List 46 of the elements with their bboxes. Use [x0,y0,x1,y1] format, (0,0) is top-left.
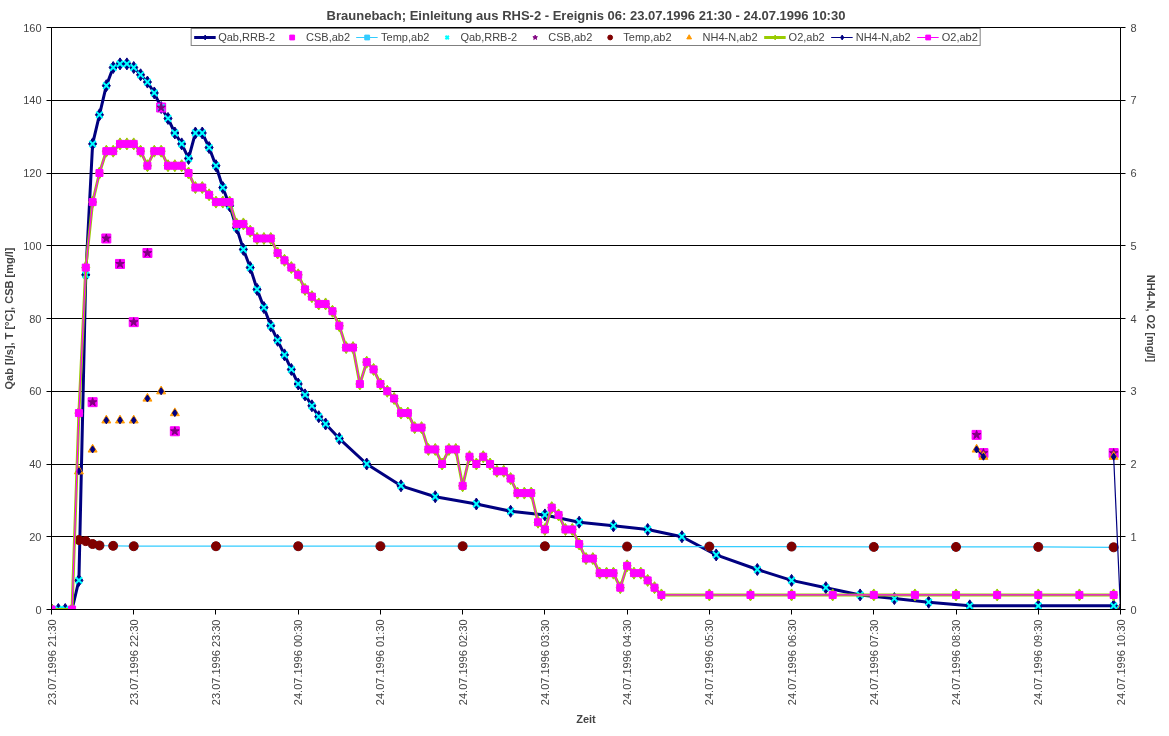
legend-label: CSB,ab2 [548,31,593,43]
x-tick-label: 24.07.1996 00:30 [292,619,305,706]
y2-tick-label: 4 [1130,312,1137,325]
y-tick-label: 40 [29,458,42,470]
legend-label: O2,ab2 [788,31,825,43]
x-tick-label: 24.07.1996 05:30 [703,619,716,706]
legend-label: NH4-N,ab2 [855,31,911,43]
y2-tick-label: 2 [1130,458,1137,470]
x-tick-label: 24.07.1996 03:30 [538,619,551,706]
legend-label: Qab,RRB-2 [218,31,276,43]
y2-tick-label: 7 [1130,94,1137,107]
x-tick-label: 24.07.1996 04:30 [621,619,634,706]
legend-label: Temp,ab2 [623,31,672,43]
y-tick-label: 80 [29,312,42,325]
x-tick-label: 23.07.1996 22:30 [127,619,140,706]
legend-label: NH4-N,ab2 [702,31,758,43]
y-tick-label: 140 [23,94,42,107]
y2-axis-title: NH4-N, O2 [mg/l] [1144,274,1157,363]
y2-tick-label: 5 [1130,239,1137,252]
x-tick-label: 24.07.1996 07:30 [867,619,880,706]
y-axis-title: Qab [l/s], T [°C], CSB [mg/l] [3,247,16,390]
x-tick-label: 24.07.1996 09:30 [1032,619,1045,706]
x-tick-label: 24.07.1996 06:30 [785,619,798,706]
y-tick-label: 100 [23,239,42,252]
x-tick-label: 24.07.1996 01:30 [374,619,387,706]
x-tick-label: 24.07.1996 08:30 [950,619,963,706]
legend-label: Temp,ab2 [381,31,430,43]
x-tick-label: 24.07.1996 10:30 [1114,619,1127,706]
x-tick-label: 23.07.1996 23:30 [209,619,222,706]
y2-tick-label: 8 [1130,21,1137,34]
legend-label: CSB,ab2 [306,31,351,43]
y-tick-label: 20 [29,530,42,543]
y-tick-label: 160 [23,21,42,34]
x-tick-label: 23.07.1996 21:30 [45,619,58,706]
legend-label: Qab,RRB-2 [460,31,518,43]
y-tick-label: 0 [35,603,42,616]
y-tick-label: 120 [23,167,42,179]
y2-tick-label: 1 [1130,530,1137,543]
y2-tick-label: 0 [1130,603,1137,616]
legend-label: O2,ab2 [941,31,978,43]
y-tick-label: 60 [29,385,42,398]
y2-tick-label: 3 [1130,385,1137,398]
chart-title: Braunebach; Einleitung aus RHS-2 - Ereignis 06: 23.07.1996 21:30 - 24.07.1996 10:30 [326,7,846,23]
x-tick-label: 24.07.1996 02:30 [456,619,469,706]
x-axis-title: Zeit [576,713,597,726]
y2-tick-label: 6 [1130,167,1137,179]
